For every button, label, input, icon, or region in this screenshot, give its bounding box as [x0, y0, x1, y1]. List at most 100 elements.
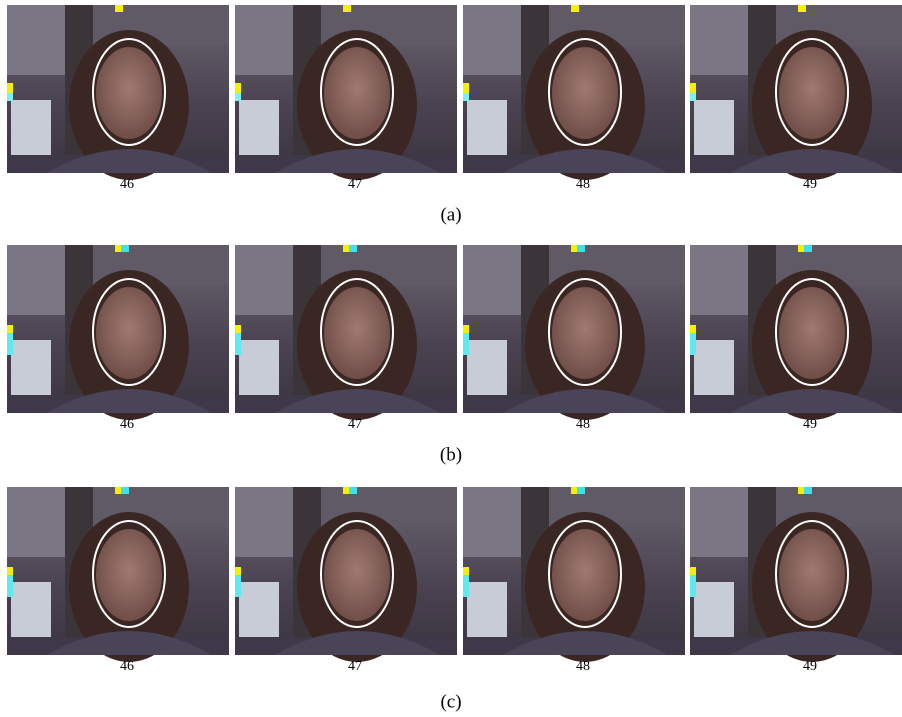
- marker-left: [690, 567, 696, 575]
- wall: [235, 5, 295, 75]
- marker-top: [343, 487, 349, 494]
- face: [324, 287, 390, 379]
- marker-top: [343, 5, 351, 12]
- wall: [463, 487, 523, 557]
- frame-number: 47: [348, 659, 362, 674]
- monitor: [467, 100, 507, 155]
- marker-top: [577, 245, 585, 252]
- marker-left: [7, 325, 13, 333]
- monitor: [694, 100, 734, 155]
- wall: [690, 5, 750, 75]
- wall: [463, 5, 523, 75]
- video-frame: [463, 5, 685, 180]
- marker-top: [571, 5, 579, 12]
- monitor: [694, 340, 734, 395]
- marker-left: [690, 333, 696, 355]
- marker-left: [463, 93, 469, 101]
- marker-top: [798, 5, 806, 12]
- monitor: [11, 100, 51, 155]
- frame-number: 48: [576, 177, 590, 192]
- monitor: [467, 582, 507, 637]
- video-frame: [7, 245, 229, 420]
- wall: [690, 245, 750, 315]
- face: [779, 287, 845, 379]
- subfigure-caption: (a): [440, 204, 461, 225]
- marker-top: [115, 245, 121, 252]
- monitor: [467, 340, 507, 395]
- marker-top: [804, 487, 812, 494]
- marker-left: [235, 567, 241, 575]
- marker-left: [463, 325, 469, 333]
- video-frame: [690, 245, 902, 420]
- face: [96, 47, 162, 139]
- marker-left: [235, 325, 241, 333]
- marker-left: [7, 575, 13, 597]
- monitor: [11, 340, 51, 395]
- figure: 46474849(a)46474849(b)46474849(c): [0, 0, 902, 717]
- frame-number: 47: [348, 417, 362, 432]
- marker-left: [463, 575, 469, 597]
- wall: [7, 245, 67, 315]
- marker-top: [577, 487, 585, 494]
- monitor: [11, 582, 51, 637]
- marker-top: [804, 245, 812, 252]
- marker-top: [798, 245, 804, 252]
- wall: [7, 487, 67, 557]
- frame-number: 46: [120, 659, 134, 674]
- video-frame: [235, 487, 457, 662]
- marker-top: [571, 245, 577, 252]
- marker-top: [115, 487, 121, 494]
- face: [324, 529, 390, 621]
- subfigure-caption: (c): [440, 691, 461, 712]
- marker-left: [7, 93, 13, 101]
- marker-top: [121, 487, 129, 494]
- monitor: [694, 582, 734, 637]
- marker-top: [115, 5, 123, 12]
- frame-number: 49: [803, 177, 817, 192]
- marker-left: [463, 333, 469, 355]
- monitor: [239, 582, 279, 637]
- wall: [235, 245, 295, 315]
- wall: [463, 245, 523, 315]
- video-frame: [463, 245, 685, 420]
- video-frame: [7, 487, 229, 662]
- face: [779, 47, 845, 139]
- marker-left: [463, 567, 469, 575]
- frame-number: 46: [120, 177, 134, 192]
- marker-top: [798, 487, 804, 494]
- marker-left: [7, 83, 13, 93]
- face: [552, 287, 618, 379]
- frame-number: 47: [348, 177, 362, 192]
- marker-left: [690, 575, 696, 597]
- video-frame: [690, 487, 902, 662]
- marker-top: [121, 245, 129, 252]
- face: [552, 47, 618, 139]
- marker-left: [235, 575, 241, 597]
- marker-left: [7, 333, 13, 355]
- face: [96, 287, 162, 379]
- face: [324, 47, 390, 139]
- face: [96, 529, 162, 621]
- marker-top: [349, 487, 357, 494]
- marker-top: [571, 487, 577, 494]
- video-frame: [235, 5, 457, 180]
- video-frame: [463, 487, 685, 662]
- marker-left: [7, 567, 13, 575]
- frame-number: 49: [803, 659, 817, 674]
- frame-number: 46: [120, 417, 134, 432]
- marker-top: [349, 245, 357, 252]
- face: [552, 529, 618, 621]
- marker-left: [235, 83, 241, 93]
- marker-left: [690, 325, 696, 333]
- monitor: [239, 100, 279, 155]
- marker-left: [235, 93, 241, 101]
- video-frame: [7, 5, 229, 180]
- marker-top: [343, 245, 349, 252]
- video-frame: [690, 5, 902, 180]
- marker-left: [463, 83, 469, 93]
- marker-left: [690, 83, 696, 93]
- monitor: [239, 340, 279, 395]
- marker-left: [235, 333, 241, 355]
- wall: [235, 487, 295, 557]
- wall: [7, 5, 67, 75]
